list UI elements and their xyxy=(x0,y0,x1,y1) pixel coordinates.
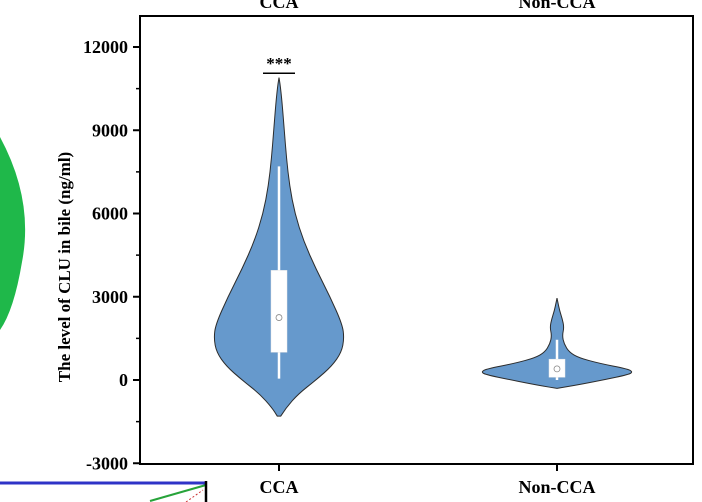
top-category-label: CCA xyxy=(260,0,299,12)
top-category-labels: CCA Non-CCA xyxy=(260,0,596,12)
left-green-blob xyxy=(0,137,26,330)
violin-cca xyxy=(213,77,345,417)
inset-fragment xyxy=(0,478,208,502)
significance-annotations: *** xyxy=(263,54,295,74)
top-category-label: Non-CCA xyxy=(518,0,595,12)
y-tick-label: 9000 xyxy=(92,120,128,140)
y-tick-label: 0 xyxy=(119,370,128,390)
y-tick-label: 3000 xyxy=(92,287,128,307)
x-axis: CCA Non-CCA xyxy=(260,464,596,497)
median-marker xyxy=(275,314,283,321)
x-tick-label: Non-CCA xyxy=(518,477,595,497)
x-tick-label: CCA xyxy=(260,477,299,497)
y-axis: -3000 0 3000 6000 9000 12000 xyxy=(83,37,140,473)
y-tick-label: -3000 xyxy=(86,453,128,473)
violins-layer xyxy=(213,77,633,417)
violin-non-cca xyxy=(481,298,633,389)
significance-stars: *** xyxy=(266,54,292,73)
y-tick-label: 12000 xyxy=(83,37,128,57)
median-marker xyxy=(553,365,561,373)
plot-frame xyxy=(139,15,694,465)
box-iqr xyxy=(270,270,288,353)
y-axis-title: The level of CLU in bile (ng/ml) xyxy=(55,152,74,382)
y-tick-label: 6000 xyxy=(92,204,128,224)
